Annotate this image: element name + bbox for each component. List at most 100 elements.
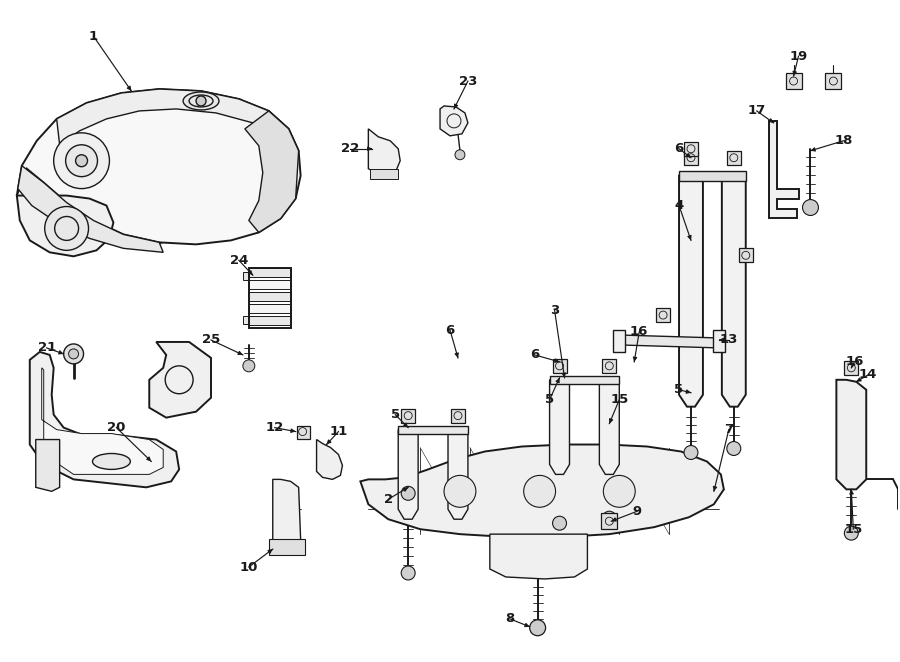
Bar [786,73,802,89]
Polygon shape [17,89,301,244]
Bar [656,308,670,322]
Circle shape [68,349,78,359]
Bar [727,151,741,165]
Polygon shape [398,430,418,519]
Circle shape [727,442,741,455]
Polygon shape [18,166,163,252]
Polygon shape [370,169,398,179]
Polygon shape [769,121,798,218]
Polygon shape [679,175,703,406]
Polygon shape [550,380,570,475]
Polygon shape [248,268,291,277]
Polygon shape [619,335,719,348]
Circle shape [196,96,206,106]
Circle shape [455,150,465,160]
Text: 12: 12 [266,421,284,434]
Circle shape [64,344,84,364]
Circle shape [553,516,566,530]
Text: 13: 13 [720,334,738,346]
Polygon shape [248,280,291,289]
Polygon shape [317,440,343,479]
Text: 15: 15 [610,393,628,406]
Bar [601,513,617,529]
Bar [825,73,842,89]
Polygon shape [149,342,211,418]
Text: 7: 7 [724,423,733,436]
Circle shape [66,145,97,177]
Text: 10: 10 [239,561,258,573]
Circle shape [844,526,859,540]
Bar [684,151,698,165]
Text: 5: 5 [674,383,684,397]
Polygon shape [448,430,468,519]
Bar [844,361,859,375]
Polygon shape [269,539,304,555]
Text: 24: 24 [230,254,248,267]
Polygon shape [36,440,59,491]
Polygon shape [398,426,468,434]
Polygon shape [17,195,113,256]
Text: 8: 8 [505,612,515,626]
Text: 14: 14 [860,368,878,381]
Text: 9: 9 [633,504,642,518]
Polygon shape [248,292,291,301]
Circle shape [530,620,545,636]
Circle shape [602,511,616,525]
Ellipse shape [183,92,219,110]
Text: 19: 19 [789,50,807,63]
Text: 17: 17 [748,105,766,117]
Circle shape [803,199,818,216]
Circle shape [54,133,110,189]
Circle shape [603,475,635,507]
Circle shape [401,566,415,580]
Polygon shape [836,380,866,489]
Bar [553,359,566,373]
Bar [248,268,291,328]
Text: 25: 25 [202,334,220,346]
Text: 5: 5 [391,408,400,421]
Text: 11: 11 [329,425,347,438]
Polygon shape [722,175,746,406]
Text: 2: 2 [383,493,392,506]
Polygon shape [490,534,588,579]
Polygon shape [613,330,626,352]
Text: 15: 15 [844,523,862,536]
Bar [451,408,465,422]
Circle shape [76,155,87,167]
Polygon shape [57,89,299,151]
Text: 16: 16 [630,326,648,338]
Bar [739,248,752,262]
Circle shape [401,487,415,500]
Polygon shape [30,352,179,487]
Polygon shape [440,106,468,136]
Text: 4: 4 [674,199,684,212]
Bar [602,359,616,373]
Polygon shape [360,444,724,537]
Bar [684,142,698,156]
Text: 18: 18 [834,134,852,148]
Polygon shape [41,368,163,475]
Text: 3: 3 [550,304,559,316]
Circle shape [45,207,88,250]
Polygon shape [368,129,400,175]
Polygon shape [599,380,619,475]
Text: 1: 1 [89,30,98,43]
Text: 6: 6 [446,324,454,336]
Text: 22: 22 [341,142,359,156]
Polygon shape [243,272,248,280]
Circle shape [684,446,698,459]
Circle shape [243,360,255,372]
Bar [401,408,415,422]
Text: 6: 6 [530,348,539,361]
Text: 23: 23 [459,75,477,87]
Polygon shape [550,376,619,384]
Ellipse shape [93,453,130,469]
Circle shape [444,475,476,507]
Circle shape [524,475,555,507]
Text: 21: 21 [38,342,56,354]
Text: 16: 16 [845,355,863,368]
Text: 6: 6 [674,142,684,156]
Polygon shape [679,171,746,181]
Text: 20: 20 [107,421,126,434]
Polygon shape [245,111,299,232]
